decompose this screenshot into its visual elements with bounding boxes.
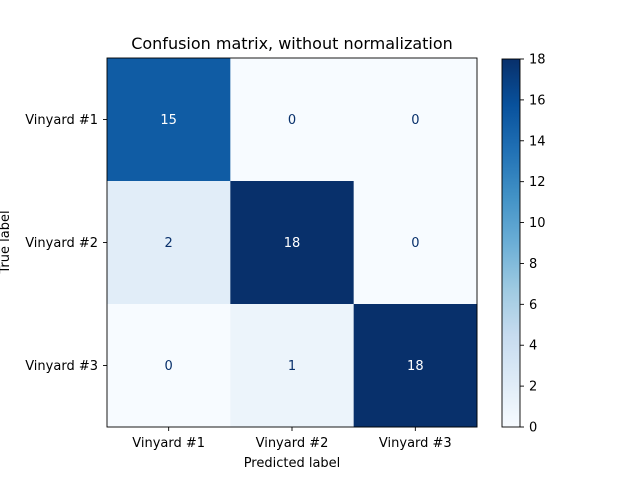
matrix-cell-r2-c1 [107, 181, 231, 305]
colorbar-tick-label: 14 [529, 134, 546, 149]
cell-value-label-r3-c1: 0 [165, 359, 173, 374]
matrix-cell-r2-c2 [230, 181, 355, 305]
cell-value-label-r2-c3: 0 [411, 236, 419, 251]
matrix-cell-r3-c3 [353, 304, 478, 428]
matrix-cell-r2-c3 [353, 181, 478, 305]
matrix-cells [107, 58, 478, 428]
colorbar-tick-label: 6 [529, 298, 537, 313]
matrix-cell-r3-c2 [230, 304, 355, 428]
matrix-cell-r3-c1 [107, 304, 231, 428]
x-tick-label: Vinyard #2 [256, 436, 329, 451]
colorbar-ticks: 0 2 4 6 8 10 12 14 16 18 [520, 53, 546, 436]
y-axis-label: True label [0, 210, 13, 274]
y-axis-ticks: Vinyard #1 Vinyard #2 Vinyard #3 [25, 113, 107, 374]
colorbar-tick-label: 12 [529, 175, 546, 190]
colorbar-tick-label: 16 [529, 93, 546, 108]
cell-value-label-r3-c2: 1 [288, 359, 296, 374]
y-tick-label: Vinyard #2 [25, 236, 98, 251]
x-tick-label: Vinyard #1 [132, 436, 205, 451]
matrix-cell-r1-c3 [353, 58, 478, 182]
colorbar-tick-label: 4 [529, 339, 537, 354]
x-tick-label: Vinyard #3 [379, 436, 452, 451]
matrix-cell-r1-c1 [107, 58, 231, 182]
colorbar-tick-label: 10 [529, 216, 546, 231]
x-axis-ticks: Vinyard #1 Vinyard #2 Vinyard #3 [132, 427, 452, 451]
cell-value-label-r2-c1: 2 [165, 236, 173, 251]
chart-title: Confusion matrix, without normalization [131, 34, 453, 53]
cell-value-label-r3-c3: 18 [407, 359, 424, 374]
colorbar-tick-label: 0 [529, 421, 537, 436]
colorbar-tick-label: 8 [529, 257, 537, 272]
y-tick-label: Vinyard #1 [25, 113, 98, 128]
x-axis-label: Predicted label [244, 456, 341, 471]
y-tick-label: Vinyard #3 [25, 359, 98, 374]
colorbar-tick-label: 2 [529, 380, 537, 395]
matrix-cell-labels: 15 0 0 2 18 0 0 1 18 [160, 113, 423, 374]
cell-value-label-r2-c2: 18 [284, 236, 301, 251]
colorbar-tick-label: 18 [529, 53, 546, 68]
cell-value-label-r1-c2: 0 [288, 113, 296, 128]
matrix-cell-r1-c2 [230, 58, 355, 182]
cell-value-label-r1-c1: 15 [160, 113, 177, 128]
cell-value-label-r1-c3: 0 [411, 113, 419, 128]
colorbar [501, 58, 521, 428]
